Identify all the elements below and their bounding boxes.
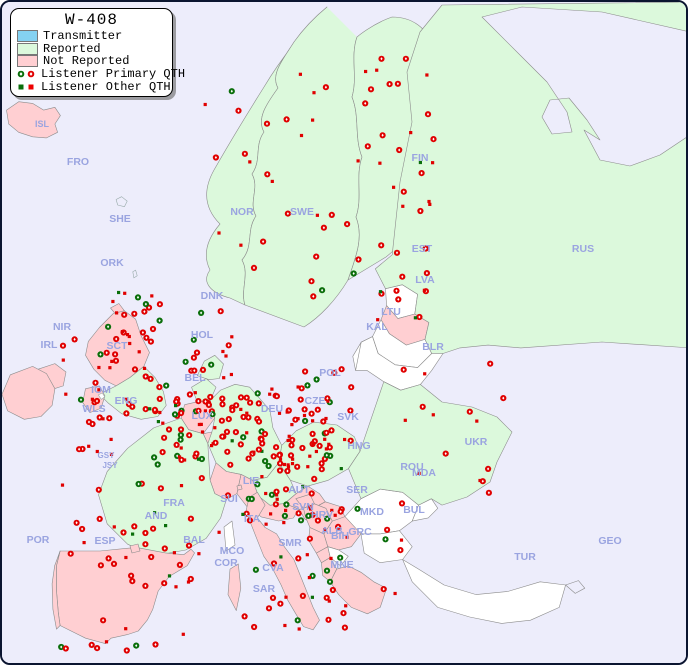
svg-text:SWE: SWE <box>290 206 314 218</box>
svg-text:HOL: HOL <box>191 329 214 341</box>
svg-text:UKR: UKR <box>465 436 488 448</box>
svg-text:GEO: GEO <box>598 535 621 547</box>
svg-text:SUI: SUI <box>220 493 238 505</box>
svg-text:ESP: ESP <box>94 535 115 547</box>
svg-text:ISL: ISL <box>35 119 50 129</box>
svg-text:SER: SER <box>346 484 368 496</box>
svg-text:POR: POR <box>27 534 50 546</box>
svg-text:SAR: SAR <box>253 583 276 595</box>
svg-text:CVA: CVA <box>262 562 284 574</box>
svg-text:SMR: SMR <box>278 537 302 549</box>
svg-text:JSY: JSY <box>102 461 118 470</box>
svg-text:KAL: KAL <box>366 321 388 333</box>
svg-text:RUS: RUS <box>572 243 594 255</box>
svg-text:FRO: FRO <box>67 156 89 168</box>
svg-text:EST: EST <box>412 243 433 255</box>
svg-text:LIE: LIE <box>243 475 259 487</box>
svg-text:LUX: LUX <box>192 410 213 422</box>
svg-text:TUR: TUR <box>514 551 536 563</box>
svg-text:DEU: DEU <box>261 403 283 415</box>
svg-text:WLS: WLS <box>82 403 105 415</box>
svg-text:NOR: NOR <box>230 206 254 218</box>
svg-text:ORK: ORK <box>100 257 124 269</box>
svg-text:ITA: ITA <box>244 513 261 525</box>
svg-text:CZE: CZE <box>305 395 326 407</box>
svg-text:LVA: LVA <box>415 274 435 286</box>
svg-text:BLR: BLR <box>422 341 444 353</box>
svg-text:BUL: BUL <box>403 504 425 516</box>
svg-text:MCO: MCO <box>220 545 245 557</box>
svg-text:DNK: DNK <box>201 290 224 302</box>
svg-text:IRL: IRL <box>41 339 59 351</box>
svg-text:LTU: LTU <box>381 306 401 318</box>
svg-text:MNE: MNE <box>330 559 353 571</box>
svg-text:HRV: HRV <box>311 509 333 521</box>
svg-text:SCT: SCT <box>107 340 129 352</box>
svg-text:MKD: MKD <box>360 506 384 518</box>
svg-text:AUT: AUT <box>288 484 310 496</box>
svg-text:COR: COR <box>214 557 238 569</box>
svg-text:BAL: BAL <box>183 534 205 546</box>
svg-text:GRC: GRC <box>348 526 372 538</box>
svg-text:NIR: NIR <box>53 321 72 333</box>
svg-text:HNG: HNG <box>347 440 370 452</box>
svg-text:BEL: BEL <box>185 372 207 384</box>
svg-text:MDA: MDA <box>412 467 436 479</box>
svg-text:POL: POL <box>319 367 341 379</box>
svg-text:GSY: GSY <box>98 451 116 460</box>
svg-text:FRA: FRA <box>163 497 185 509</box>
svg-text:ENG: ENG <box>115 395 138 407</box>
svg-text:SVK: SVK <box>337 411 359 423</box>
svg-text:FIN: FIN <box>412 152 429 164</box>
svg-text:SHE: SHE <box>109 213 131 225</box>
svg-text:AND: AND <box>145 510 168 522</box>
svg-text:IOM: IOM <box>91 384 111 396</box>
svg-text:BIH: BIH <box>331 530 349 542</box>
